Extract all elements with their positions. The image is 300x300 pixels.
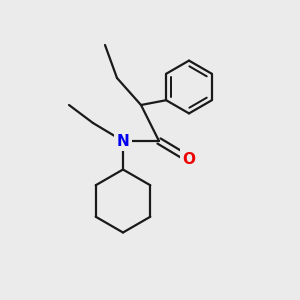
Text: N: N — [117, 134, 129, 148]
Text: O: O — [182, 152, 196, 166]
